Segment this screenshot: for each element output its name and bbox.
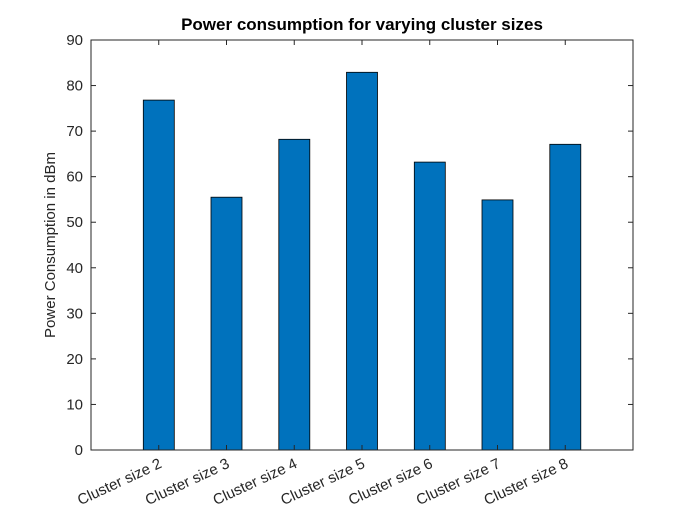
y-tick-label: 80 xyxy=(66,78,83,95)
y-tick-label: 70 xyxy=(66,123,83,140)
bar xyxy=(413,161,446,451)
bar xyxy=(278,138,311,451)
y-tick-label: 0 xyxy=(75,442,83,459)
y-tick-label: 60 xyxy=(66,169,83,186)
bars-group xyxy=(142,71,582,451)
y-tick-label: 10 xyxy=(66,396,83,413)
y-axis-label: Power Consumption in dBm xyxy=(42,152,59,338)
chart-title: Power consumption for varying cluster si… xyxy=(181,15,543,34)
y-tick-label: 30 xyxy=(66,305,83,322)
y-tick-label: 90 xyxy=(66,32,83,49)
bar xyxy=(481,199,514,451)
y-tick-label: 20 xyxy=(66,351,83,368)
y-axis: 0 10 20 30 40 50 60 70 80 90 xyxy=(66,32,633,459)
bar xyxy=(210,196,243,451)
bar xyxy=(142,99,175,451)
bar xyxy=(549,143,582,451)
y-tick-label: 40 xyxy=(66,260,83,277)
y-tick-label: 50 xyxy=(66,214,83,231)
bar xyxy=(346,71,378,451)
